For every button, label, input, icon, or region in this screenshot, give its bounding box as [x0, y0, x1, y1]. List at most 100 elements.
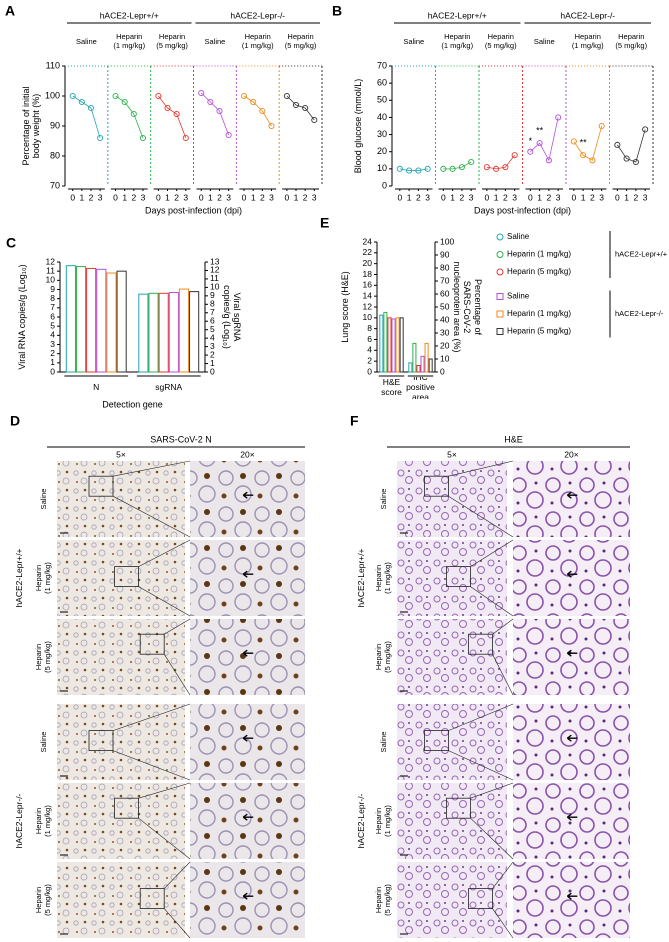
zoom-box — [139, 633, 165, 655]
zoom-line — [138, 817, 191, 860]
group-label: hACE2-Lepr-/- — [560, 10, 615, 20]
column-label: 20× — [240, 449, 254, 459]
y2-tick-label: 100 — [440, 236, 454, 246]
x-tick-label: 0 — [571, 192, 576, 202]
arrow — [242, 892, 254, 900]
x-tick-label: 1 — [165, 192, 170, 202]
data-point — [69, 92, 76, 100]
legend-marker — [496, 233, 504, 241]
micrograph-20x — [513, 461, 630, 537]
data-point — [536, 140, 543, 147]
bar — [138, 293, 149, 373]
significance-mark: * — [529, 136, 533, 146]
y-tick-label: 11 — [46, 265, 55, 275]
y-tick-label: 8 — [367, 323, 372, 333]
data-point — [139, 134, 147, 142]
group-label: hACE2-Lepr-/- — [14, 794, 24, 849]
x-tick-label: 3 — [643, 192, 648, 202]
micrograph-5x — [57, 540, 185, 616]
micrograph-20x — [513, 540, 630, 616]
x-tick-label: 0 — [285, 192, 290, 202]
bar — [116, 270, 127, 373]
series-label-text: Saline — [533, 36, 555, 46]
series-label: Heparin (5 mg/kg) — [485, 33, 517, 50]
x-tick-label: 3 — [183, 192, 188, 202]
y2-tick-label: 40 — [440, 314, 450, 324]
zoom-line — [448, 703, 514, 731]
x-tick-label: 1 — [581, 192, 586, 202]
series-label: Saline — [533, 36, 555, 46]
row-label-text: Heparin (5 mg/kg) — [374, 641, 392, 673]
micrograph-5x — [397, 783, 507, 859]
y-tick-label: 24 — [363, 236, 373, 246]
y2-tick-label: 70 — [440, 275, 450, 285]
row-label: Heparin (1 mg/kg) — [34, 562, 52, 594]
column-label: 20× — [564, 449, 578, 459]
bar — [75, 266, 87, 373]
y-tick-label: 50 — [377, 95, 387, 105]
micrograph-20x — [190, 783, 305, 859]
x-tick-label: 3 — [269, 192, 274, 202]
y-tick-label: 7 — [50, 302, 55, 312]
data-point — [216, 107, 223, 115]
micrograph-5x — [57, 461, 185, 537]
series-line — [72, 95, 101, 139]
y2-axis-label: Percentage of SARS-CoV-2 nucleoprotein a… — [451, 261, 483, 353]
zoom-line — [448, 750, 514, 781]
y2-tick-label: 6 — [210, 315, 215, 325]
group-label: hACE2-Lepr+/+ — [100, 10, 159, 20]
y2-tick-label: 13 — [210, 256, 220, 266]
panel-title: SARS-CoV-2 N — [150, 434, 212, 444]
bar — [379, 314, 384, 373]
zoom-box — [468, 888, 493, 909]
y2-tick-label: 1 — [210, 358, 215, 368]
y2-axis-label-text: Percentage of SARS-CoV-2 nucleoprotein a… — [451, 261, 483, 353]
zoom-line — [470, 782, 514, 799]
zoom-box — [114, 797, 139, 819]
zoom-line — [492, 618, 514, 635]
series-line — [399, 168, 428, 171]
panel-label: B — [332, 3, 342, 19]
y2-axis-label: Viral sgRNA copies/g (Log₁₀) — [222, 285, 242, 349]
y-axis-label-text: Lung score (H&E) — [339, 271, 350, 343]
x-tick-label: N — [93, 382, 100, 393]
series-line — [573, 125, 603, 161]
arrow — [242, 570, 254, 578]
micrograph-5x — [397, 862, 507, 938]
panel-label: C — [6, 235, 16, 251]
x-tick-label: H&E score — [381, 377, 402, 397]
row-label-text: Saline — [378, 731, 388, 753]
data-point — [545, 157, 552, 164]
row-label-text: Heparin (5 mg/kg) — [34, 884, 52, 916]
x-tick-label: 3 — [141, 192, 146, 202]
zoom-line — [448, 460, 514, 477]
data-point — [555, 114, 562, 121]
y-tick-label: 90 — [50, 120, 60, 130]
x-tick-label: 2 — [503, 192, 508, 202]
zoom-line — [470, 586, 514, 617]
series-label-text: Saline — [204, 36, 226, 46]
data-point — [570, 138, 577, 145]
x-tick-label: 2 — [590, 192, 595, 202]
panel-title: H&E — [504, 434, 523, 444]
bar — [168, 291, 179, 373]
data-point — [250, 98, 257, 106]
series-label-text: Heparin (5 mg/kg) — [156, 32, 188, 50]
data-point — [155, 92, 162, 100]
x-tick-label-text: N — [93, 382, 100, 393]
x-tick-label: 3 — [425, 192, 430, 202]
y2-tick-label: 0 — [440, 366, 445, 376]
bar — [65, 265, 76, 373]
y-tick-label: 4 — [367, 345, 372, 355]
x-tick-label: 2 — [131, 192, 136, 202]
micrograph-20x — [190, 619, 305, 695]
zoom-line — [163, 908, 191, 939]
x-tick-label: 3 — [98, 192, 103, 202]
data-point — [493, 165, 500, 172]
series-label: Heparin (5 mg/kg) — [285, 33, 317, 50]
data-point — [589, 157, 596, 164]
x-tick-label: 1 — [294, 192, 299, 202]
data-point — [580, 152, 587, 159]
micrograph-5x — [397, 461, 507, 537]
y2-tick-label: 30 — [440, 327, 450, 337]
